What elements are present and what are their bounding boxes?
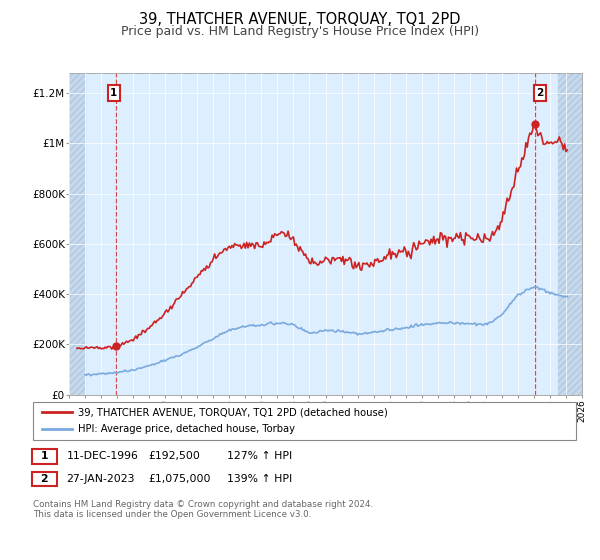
Text: £192,500: £192,500 <box>149 451 200 461</box>
Bar <box>69 73 85 395</box>
Text: 2: 2 <box>41 474 48 484</box>
Text: 11-DEC-1996: 11-DEC-1996 <box>67 451 139 461</box>
Text: 127% ↑ HPI: 127% ↑ HPI <box>227 451 292 461</box>
Text: 39, THATCHER AVENUE, TORQUAY, TQ1 2PD (detached house): 39, THATCHER AVENUE, TORQUAY, TQ1 2PD (d… <box>78 407 388 417</box>
Text: £1,075,000: £1,075,000 <box>149 474 211 484</box>
Text: 39, THATCHER AVENUE, TORQUAY, TQ1 2PD: 39, THATCHER AVENUE, TORQUAY, TQ1 2PD <box>139 12 461 27</box>
Bar <box>69 73 85 395</box>
Bar <box>558 73 582 395</box>
Text: Price paid vs. HM Land Registry's House Price Index (HPI): Price paid vs. HM Land Registry's House … <box>121 25 479 38</box>
Text: 2: 2 <box>536 88 544 98</box>
Text: 1: 1 <box>110 88 118 98</box>
Text: 1: 1 <box>41 451 48 461</box>
Text: HPI: Average price, detached house, Torbay: HPI: Average price, detached house, Torb… <box>78 424 295 434</box>
Text: 139% ↑ HPI: 139% ↑ HPI <box>227 474 292 484</box>
Bar <box>558 73 582 395</box>
Text: Contains HM Land Registry data © Crown copyright and database right 2024.
This d: Contains HM Land Registry data © Crown c… <box>33 500 373 519</box>
Text: 27-JAN-2023: 27-JAN-2023 <box>67 474 135 484</box>
